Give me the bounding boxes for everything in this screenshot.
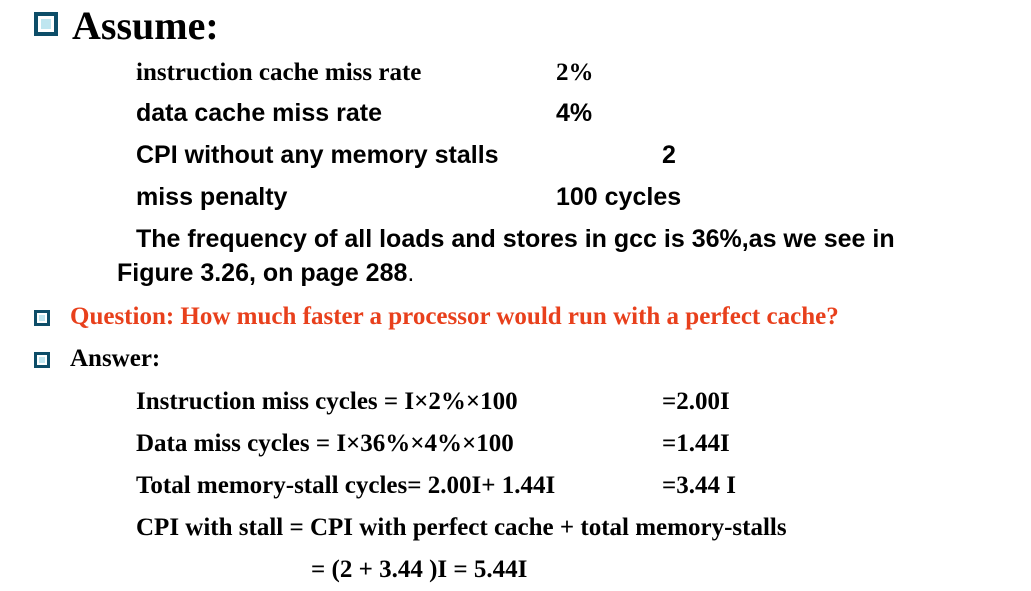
cpi-line-1: CPI with stall = CPI with perfect cache … <box>136 514 787 541</box>
assume-row-label: miss penalty <box>136 183 288 211</box>
cpi-line-2: = (2 + 3.44 )I = 5.44I <box>311 556 528 583</box>
answer-bullet-icon <box>34 352 50 368</box>
question-text: Question: How much faster a processor wo… <box>70 303 839 330</box>
assume-row-value: 100 cycles <box>556 183 682 211</box>
answer-row-expr: Total memory-stall cycles= 2.00I+ 1.44I <box>136 472 556 499</box>
answer-heading: Answer: <box>70 345 161 372</box>
assume-row-value: 2 <box>662 141 676 169</box>
frequency-period: . <box>407 259 415 287</box>
frequency-line-2: Figure 3.26, on page 288. <box>117 261 414 286</box>
assume-row-label: instruction cache miss rate <box>136 59 422 86</box>
answer-row-result: =1.44I <box>662 430 730 457</box>
assume-row-label: data cache miss rate <box>136 99 382 127</box>
answer-row-result: =2.00I <box>662 388 730 415</box>
answer-row-result: =3.44 I <box>662 472 736 499</box>
question-bullet-icon <box>34 310 50 326</box>
assume-row-value: 4% <box>556 99 593 127</box>
assume-row-label: CPI without any memory stalls <box>136 141 499 169</box>
frequency-line-1: The frequency of all loads and stores in… <box>136 225 895 253</box>
answer-row-expr: Data miss cycles = I×36%×4%×100 <box>136 430 514 457</box>
assume-heading: Assume: <box>72 3 219 48</box>
heading-bullet-icon <box>34 12 58 36</box>
assume-row-value: 2% <box>556 59 594 86</box>
frequency-line-2-text: Figure 3.26, on page 288 <box>117 259 408 287</box>
answer-row-expr: Instruction miss cycles = I×2%×100 <box>136 388 518 415</box>
